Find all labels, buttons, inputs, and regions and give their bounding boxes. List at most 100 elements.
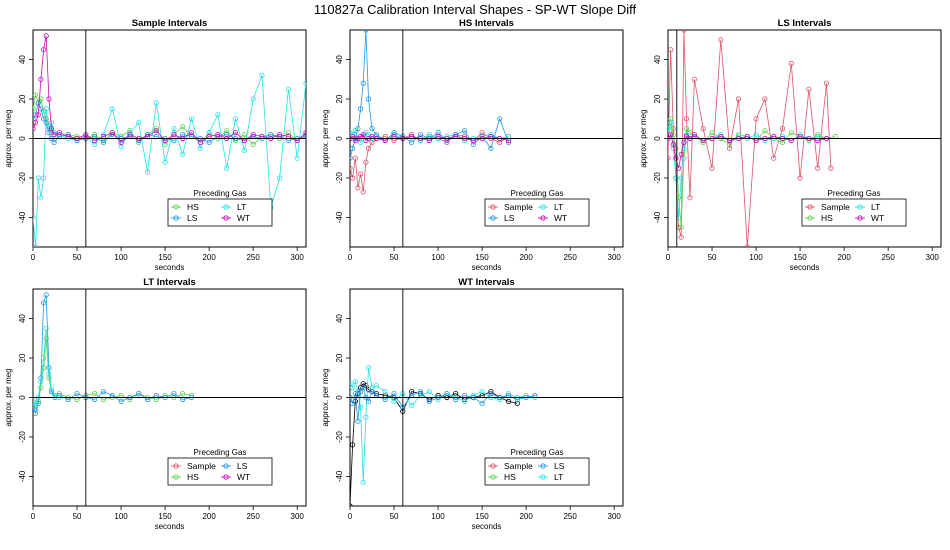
y-axis-label: approx. per meg xyxy=(4,368,13,426)
x-tick-label: 300 xyxy=(291,253,305,262)
data-point xyxy=(352,390,358,397)
legend-marker-sample xyxy=(490,204,496,210)
data-point xyxy=(38,384,44,391)
legend-box xyxy=(484,198,590,227)
data-point xyxy=(363,159,369,165)
data-point xyxy=(360,132,366,138)
data-point xyxy=(497,139,503,145)
legend-label-sample: Sample xyxy=(821,202,850,212)
data-point xyxy=(180,132,186,138)
data-point xyxy=(488,145,494,151)
x-tick-label: 0 xyxy=(31,253,36,262)
data-point xyxy=(355,418,361,424)
x-axis-label: seconds xyxy=(790,263,820,272)
x-tick-label: 200 xyxy=(202,512,216,521)
x-tick-label: 50 xyxy=(390,253,399,262)
data-point xyxy=(357,106,364,112)
y-tick-label: -40 xyxy=(335,470,344,482)
y-tick-label: 0 xyxy=(335,395,344,400)
data-point xyxy=(180,124,186,130)
series-line-ls xyxy=(350,386,535,422)
data-point xyxy=(678,224,684,230)
data-point xyxy=(753,116,759,122)
x-tick-label: 50 xyxy=(708,253,717,262)
legend-title: Preceding Gas xyxy=(194,448,247,457)
data-point xyxy=(100,139,107,145)
data-point xyxy=(206,139,212,145)
x-tick-label: 150 xyxy=(158,512,172,521)
data-point xyxy=(276,175,283,181)
x-tick-label: 300 xyxy=(926,253,940,262)
data-point xyxy=(357,388,364,395)
series-group xyxy=(350,365,538,506)
panel-title: Sample Intervals xyxy=(132,18,208,29)
legend-marker-lt xyxy=(540,474,546,480)
legend-title: Preceding Gas xyxy=(828,189,881,198)
data-point xyxy=(43,335,49,341)
data-point xyxy=(673,155,679,161)
x-axis-label: seconds xyxy=(472,263,502,272)
data-point xyxy=(668,120,674,126)
data-point xyxy=(678,175,684,181)
data-point xyxy=(382,388,388,395)
data-point xyxy=(788,60,794,67)
data-point xyxy=(109,106,115,112)
data-point xyxy=(46,130,52,136)
data-point xyxy=(408,402,415,408)
data-point xyxy=(363,414,369,420)
data-point xyxy=(357,404,364,410)
data-point xyxy=(285,130,291,136)
data-point xyxy=(232,130,239,136)
data-point xyxy=(360,384,366,391)
legend-label-sample: Sample xyxy=(504,202,533,212)
data-point xyxy=(718,37,724,43)
data-point xyxy=(118,398,124,404)
y-tick-label: 40 xyxy=(18,314,27,323)
data-point xyxy=(779,126,786,132)
data-point xyxy=(505,398,512,404)
y-axis-label: approx. per meg xyxy=(639,109,648,167)
data-point xyxy=(365,96,372,102)
data-point xyxy=(40,47,47,53)
data-point xyxy=(488,390,494,397)
x-tick-label: 100 xyxy=(431,253,445,262)
x-tick-label: 250 xyxy=(881,253,895,262)
legend-marker-ls xyxy=(490,215,496,221)
data-point xyxy=(51,139,57,145)
data-point xyxy=(709,165,715,171)
data-point xyxy=(206,130,212,136)
data-point xyxy=(127,132,133,138)
data-point xyxy=(250,96,256,102)
panel-title: WT Intervals xyxy=(458,277,515,288)
data-point xyxy=(43,33,49,39)
data-point xyxy=(788,130,794,136)
data-point xyxy=(479,388,485,395)
legend-marker-hs xyxy=(807,215,813,221)
figure-title: 110827a Calibration Interval Shapes - SP… xyxy=(314,2,637,17)
x-tick-label: 150 xyxy=(793,253,807,262)
data-point xyxy=(46,371,52,377)
data-point xyxy=(823,80,830,86)
data-point xyxy=(514,400,520,406)
data-point xyxy=(355,126,361,132)
data-point xyxy=(350,503,353,506)
series-line-wt xyxy=(33,35,306,143)
legend-box xyxy=(484,457,590,486)
x-tick-label: 150 xyxy=(158,253,172,262)
data-point xyxy=(43,325,49,332)
x-tick-label: 50 xyxy=(73,512,82,521)
data-point xyxy=(33,106,36,112)
data-point xyxy=(408,388,415,395)
data-point xyxy=(232,116,239,122)
data-point xyxy=(779,139,786,145)
data-point xyxy=(38,195,44,201)
legend-label-wt: WT xyxy=(237,472,250,482)
data-point xyxy=(188,116,195,122)
x-tick-label: 200 xyxy=(519,253,533,262)
data-point xyxy=(352,155,358,161)
data-point xyxy=(435,130,441,136)
x-tick-label: 250 xyxy=(246,512,260,521)
data-point xyxy=(762,96,768,102)
data-point xyxy=(294,155,300,161)
